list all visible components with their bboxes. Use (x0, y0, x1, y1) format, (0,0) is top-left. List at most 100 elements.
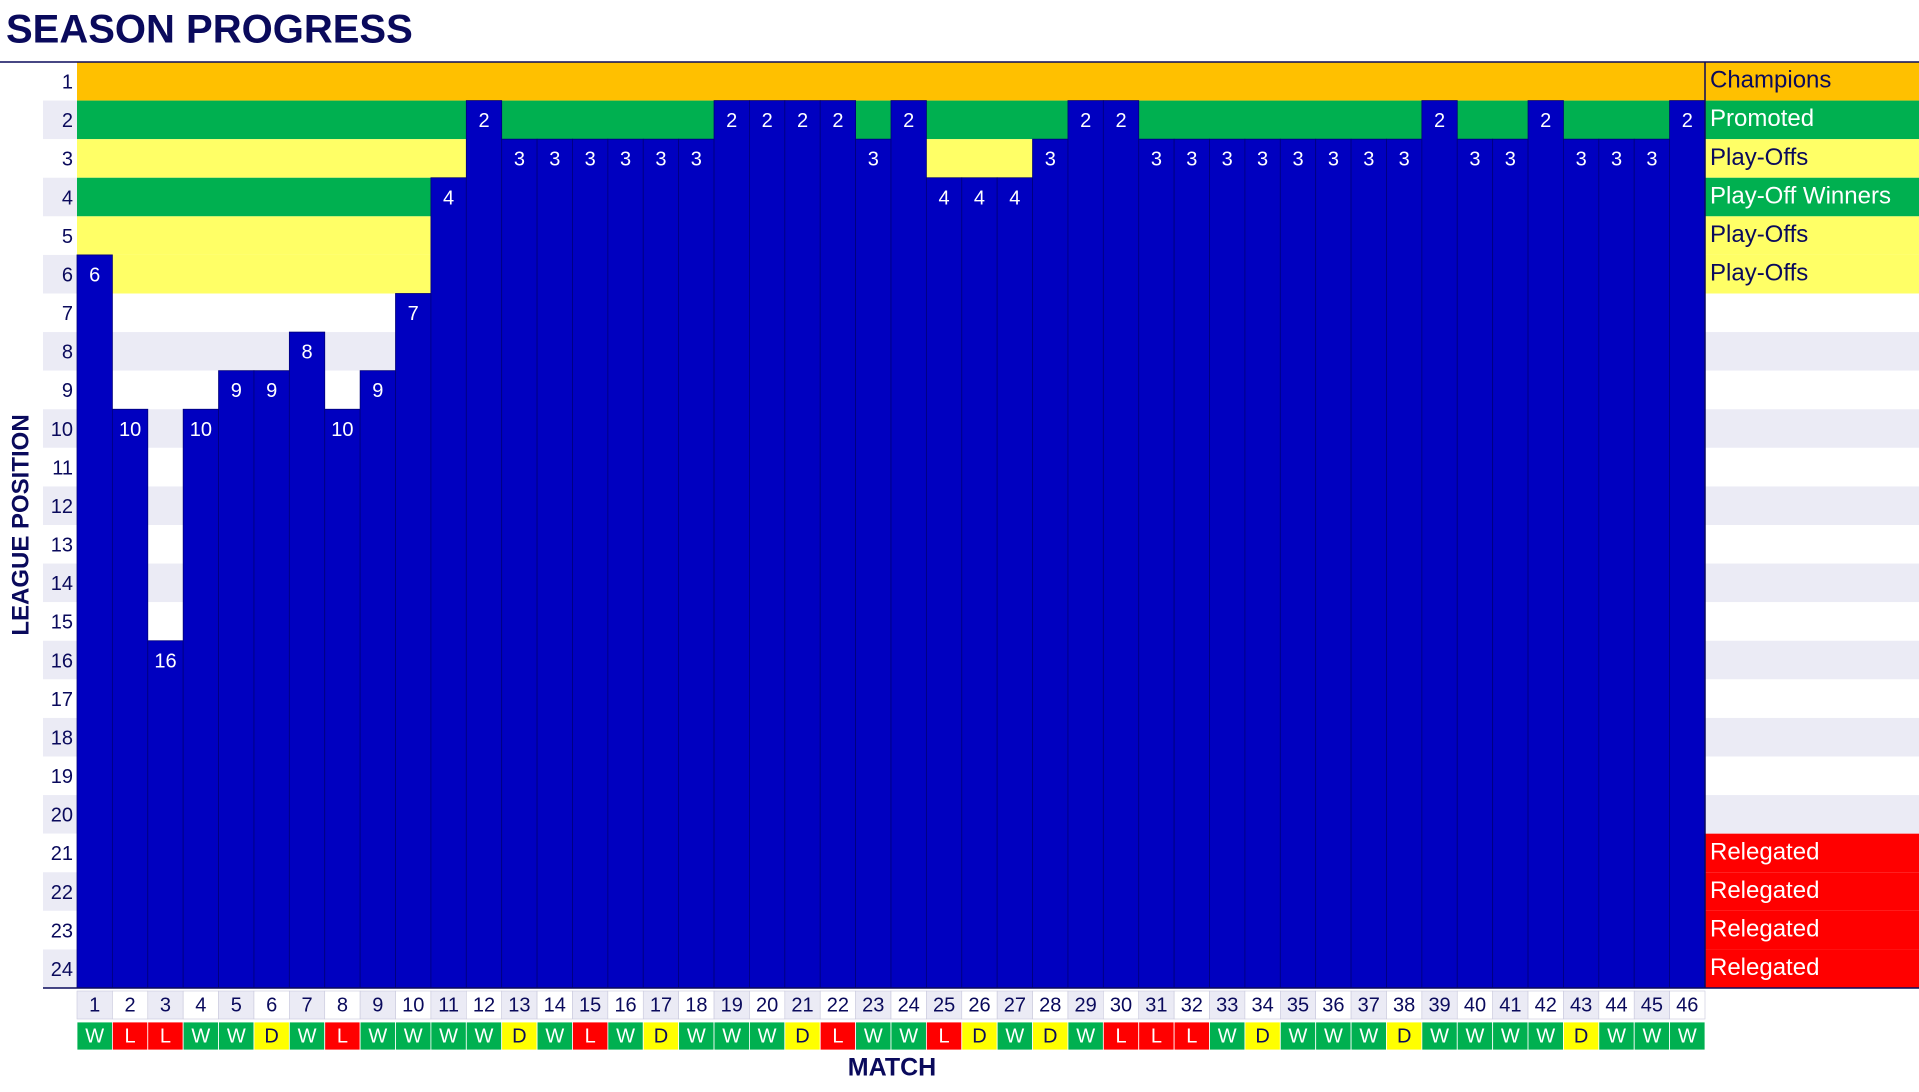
result-cell (961, 1021, 998, 1051)
bar (182, 408, 219, 989)
result-label: D (1574, 1025, 1588, 1047)
x-tick-label: 18 (685, 994, 707, 1016)
result-cell (1598, 1021, 1635, 1051)
bar-value-label: 3 (868, 149, 879, 171)
bar (961, 177, 998, 989)
result-label: W (1607, 1025, 1626, 1047)
row-label-bg (43, 370, 77, 410)
x-tick-label: 8 (337, 994, 348, 1016)
result-cell (1102, 1021, 1140, 1051)
bar (1067, 100, 1104, 989)
result-cell (359, 1021, 396, 1051)
bar-value-label: 2 (797, 110, 808, 132)
bar (501, 138, 538, 989)
x-tick-label: 4 (195, 994, 206, 1016)
bar-value-label: 3 (514, 149, 525, 171)
row-label-bg (43, 177, 77, 217)
x-tick-label: 40 (1464, 994, 1486, 1016)
y-tick-label: 6 (62, 264, 73, 286)
y-tick-label: 4 (62, 187, 73, 209)
match-cell (76, 990, 113, 1020)
result-cell (819, 1021, 857, 1051)
result-label: L (1186, 1025, 1197, 1047)
result-label: D (512, 1025, 526, 1047)
bar-value-label: 2 (726, 110, 737, 132)
result-cell (1067, 1021, 1104, 1051)
result-cell (1209, 1021, 1246, 1051)
x-tick-label: 36 (1322, 994, 1344, 1016)
x-tick-label: 15 (579, 994, 601, 1016)
bar-value-label: 2 (1080, 110, 1091, 132)
bar (1138, 138, 1175, 989)
x-tick-label: 23 (862, 994, 884, 1016)
row-label-bg (43, 332, 77, 371)
result-cell (1456, 1021, 1494, 1051)
match-cell (1209, 990, 1246, 1020)
row-label-bg (43, 486, 77, 525)
match-cell (359, 990, 396, 1020)
result-label: L (832, 1025, 843, 1047)
bar (1350, 138, 1387, 989)
row-label-bg (43, 833, 77, 873)
result-label: W (85, 1025, 104, 1047)
result-label: W (475, 1025, 494, 1047)
x-tick-label: 7 (301, 994, 312, 1016)
bar-value-label: 10 (331, 419, 353, 441)
bar-value-label: 2 (1540, 110, 1551, 132)
result-label: W (1430, 1025, 1449, 1047)
bar-value-label: 10 (119, 419, 141, 441)
row-label-bg (43, 640, 77, 680)
x-tick-label: 24 (898, 994, 920, 1016)
match-cell (395, 990, 432, 1020)
result-cell (1138, 1021, 1175, 1051)
result-cell (1421, 1021, 1458, 1051)
result-cell (1244, 1021, 1281, 1051)
result-label: W (1536, 1025, 1555, 1047)
row-label-bg (43, 795, 77, 834)
result-cell (536, 1021, 573, 1051)
result-label: W (298, 1025, 317, 1047)
x-tick-label: 44 (1605, 994, 1627, 1016)
match-cell (1492, 990, 1529, 1020)
y-tick-label: 1 (62, 72, 73, 94)
row-label-bg (43, 216, 77, 255)
bar-value-label: 9 (372, 380, 383, 402)
y-tick-label: 8 (62, 342, 73, 364)
bar-value-label: 4 (974, 187, 985, 209)
match-cell (112, 990, 149, 1020)
result-label: W (1218, 1025, 1237, 1047)
x-tick-label: 28 (1039, 994, 1061, 1016)
bar-value-label: 9 (266, 380, 277, 402)
result-label: W (227, 1025, 246, 1047)
match-cell (642, 990, 679, 1020)
row-label-bg (43, 100, 77, 140)
x-tick-label: 14 (544, 994, 566, 1016)
y-tick-label: 20 (51, 805, 73, 827)
row-label-bg (43, 293, 77, 333)
result-label: W (1466, 1025, 1485, 1047)
x-tick-label: 39 (1428, 994, 1450, 1016)
bar-value-label: 3 (1292, 149, 1303, 171)
match-cell (1244, 990, 1281, 1020)
bar-value-label: 2 (1115, 110, 1126, 132)
bar-value-label: 4 (1009, 187, 1020, 209)
result-cell (1315, 1021, 1352, 1051)
match-cell (1350, 990, 1387, 1020)
x-tick-label: 31 (1145, 994, 1167, 1016)
y-tick-label: 19 (51, 766, 73, 788)
x-tick-label: 5 (231, 994, 242, 1016)
bar (465, 100, 503, 989)
x-tick-label: 29 (1075, 994, 1097, 1016)
match-cell (1527, 990, 1564, 1020)
result-label: L (1115, 1025, 1126, 1047)
bar-value-label: 2 (478, 110, 489, 132)
bar (572, 138, 609, 989)
row-label-bg (43, 717, 77, 757)
bar-value-label: 3 (1505, 149, 1516, 171)
result-label: L (337, 1025, 348, 1047)
match-cell (607, 990, 644, 1020)
x-tick-label: 9 (372, 994, 383, 1016)
x-tick-label: 10 (402, 994, 424, 1016)
bar-value-label: 3 (1186, 149, 1197, 171)
bar (76, 254, 113, 989)
